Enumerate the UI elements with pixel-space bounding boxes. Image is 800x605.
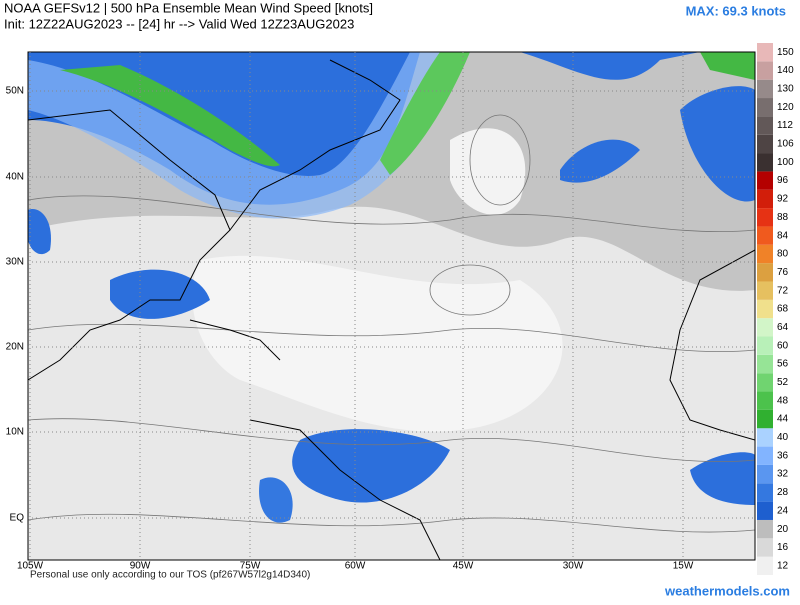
lat-label: 30N [6,257,24,268]
site-logo[interactable]: weathermodels.com [664,583,790,598]
colorbar-label: 100 [777,157,794,168]
colorbar-label: 28 [777,487,789,498]
colorbar-label: 72 [777,285,789,296]
colorbar-swatch [757,318,773,337]
lon-label: 45W [453,561,474,572]
colorbar-swatch [757,336,773,355]
colorbar-label: 106 [777,139,794,150]
colorbar-label: 68 [777,304,789,315]
colorbar-swatch [757,354,773,374]
colorbar-swatch [757,61,773,80]
colorbar-label: 120 [777,102,794,113]
colorbar-swatch [757,446,773,465]
colorbar-label: 56 [777,359,789,370]
init-line: Init: 12Z22AUG2023 -- [24] hr --> Valid … [4,16,354,31]
colorbar: 12 16 20 24 28 32 36 40 44 48 52 56 60 64 68 72 76 80 84 88… [757,43,794,575]
colorbar-swatch [757,171,773,190]
colorbar-swatch [757,556,773,575]
colorbar-label: 44 [777,414,789,425]
colorbar-label: 130 [777,84,794,95]
colorbar-swatch [757,391,773,410]
colorbar-label: 20 [777,524,789,535]
colorbar-swatch [757,299,773,319]
colorbar-swatch [757,98,773,117]
colorbar-swatch [757,153,773,172]
colorbar-swatch [757,428,773,447]
colorbar-swatch [757,281,773,300]
colorbar-swatch [757,373,773,392]
lat-label: 10N [6,427,24,438]
colorbar-label: 52 [777,377,789,388]
colorbar-label: 80 [777,249,789,260]
lon-label: 90W [130,561,151,572]
lon-label: 105W [17,561,44,572]
lat-label: 40N [6,172,24,183]
colorbar-label: 84 [777,230,789,241]
colorbar-swatch [757,226,773,245]
colorbar-label: 150 [777,47,794,58]
colorbar-swatch [757,519,773,539]
colorbar-label: 64 [777,322,789,333]
colorbar-swatch [757,483,773,502]
colorbar-swatch [757,501,773,520]
title: NOAA GEFSv12 | 500 hPa Ensemble Mean Win… [4,0,373,15]
colorbar-label: 140 [777,65,794,76]
colorbar-swatch [757,409,773,429]
colorbar-swatch [757,464,773,484]
colorbar-label: 88 [777,212,789,223]
lon-label: 75W [240,561,261,572]
graticule: 50N 40N 30N 20N 10N EQ 105W 90W 75W 60W 45W 30W 15W [6,52,755,572]
colorbar-label: 60 [777,340,789,351]
lon-label: 30W [563,561,584,572]
colorbar-swatch [757,244,773,264]
colorbar-label: 16 [777,542,789,553]
tos-note: Personal use only according to our TOS (… [30,570,310,581]
colorbar-swatch [757,43,773,62]
colorbar-swatch [757,189,773,209]
colorbar-swatch [757,134,773,154]
colorbar-swatch [757,116,773,135]
colorbar-label: 48 [777,395,789,406]
lat-label: 50N [6,86,24,97]
colorbar-swatch [757,263,773,282]
colorbar-label: 32 [777,469,789,480]
colorbar-label: 12 [777,560,789,571]
lat-label: EQ [10,513,25,524]
colorbar-swatch [757,538,773,557]
colorbar-label: 76 [777,267,789,278]
lon-label: 15W [673,561,694,572]
colorbar-label: 24 [777,505,789,516]
max-value: MAX: 69.3 knots [686,3,786,18]
colorbar-label: 36 [777,450,789,461]
colorbar-label: 112 [777,120,793,131]
colorbar-swatch [757,208,773,227]
lat-label: 20N [6,342,24,353]
colorbar-swatch [757,79,773,99]
colorbar-label: 92 [777,194,789,205]
map [27,51,756,561]
lon-label: 60W [345,561,366,572]
colorbar-label: 96 [777,175,789,186]
colorbar-label: 40 [777,432,789,443]
